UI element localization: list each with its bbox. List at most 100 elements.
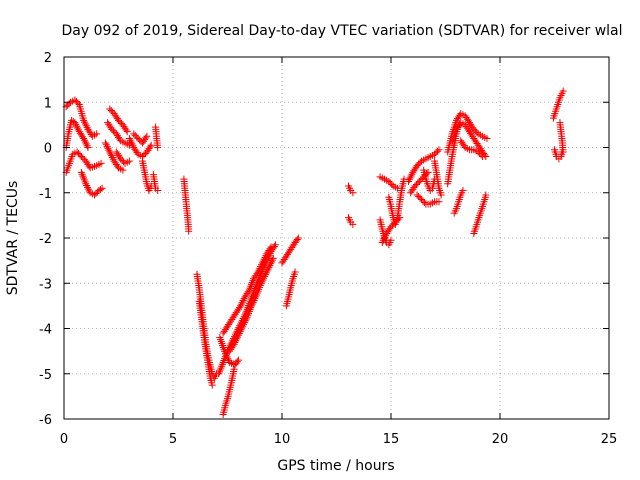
data-point: [419, 197, 427, 205]
data-point: [240, 320, 248, 328]
y-tick-label: 0: [44, 142, 52, 157]
y-tick-label: -4: [39, 323, 52, 338]
data-point: [130, 130, 138, 138]
data-point: [267, 243, 275, 251]
data-point: [268, 258, 276, 266]
data-point: [259, 276, 267, 284]
data-point: [267, 260, 275, 268]
data-point: [107, 150, 115, 158]
data-point: [74, 124, 82, 132]
data-point: [65, 100, 73, 108]
data-point: [435, 198, 443, 206]
data-point: [85, 187, 93, 195]
data-point: [241, 319, 249, 327]
x-axis-label: GPS time / hours: [277, 458, 394, 474]
data-point: [91, 191, 99, 199]
data-point: [125, 157, 133, 165]
data-point: [477, 151, 485, 159]
data-point: [234, 356, 242, 364]
data-points: [62, 87, 567, 418]
data-point: [80, 136, 88, 144]
data-point: [270, 242, 278, 250]
data-point: [258, 278, 266, 286]
data-point: [234, 333, 242, 341]
data-point: [118, 156, 126, 164]
data-point: [417, 176, 425, 184]
data-point: [74, 99, 82, 107]
data-point: [140, 151, 148, 159]
data-point: [235, 304, 243, 312]
data-point: [122, 126, 130, 134]
data-point: [258, 259, 266, 267]
data-point: [349, 189, 357, 197]
data-point: [73, 122, 81, 130]
data-point: [75, 150, 83, 158]
data-point: [98, 184, 106, 192]
data-point: [387, 236, 395, 244]
data-point: [258, 261, 266, 269]
data-point: [82, 122, 90, 130]
data-point: [256, 282, 264, 290]
data-point: [269, 254, 277, 262]
data-point: [129, 142, 137, 150]
data-point: [239, 296, 247, 304]
data-point: [97, 159, 105, 167]
y-tick-label: -1: [39, 187, 52, 202]
data-point: [291, 268, 299, 276]
data-point: [250, 296, 258, 304]
x-tick-label: 20: [492, 432, 509, 447]
data-point: [71, 119, 79, 127]
data-point: [271, 241, 279, 249]
data-point: [237, 300, 245, 308]
y-tick-label: -2: [39, 232, 52, 247]
data-point: [387, 223, 395, 231]
data-point: [237, 302, 245, 310]
data-point: [143, 132, 151, 140]
data-point: [404, 177, 412, 185]
data-point: [408, 170, 416, 178]
data-point: [418, 196, 426, 204]
data-point: [415, 160, 423, 168]
data-point: [483, 134, 491, 142]
data-point: [257, 280, 265, 288]
data-point: [84, 185, 92, 193]
data-point: [559, 87, 567, 95]
data-point: [101, 139, 109, 147]
data-point: [79, 133, 87, 141]
data-point: [262, 252, 270, 260]
data-point: [103, 143, 111, 151]
data-point: [133, 133, 141, 141]
data-point: [482, 191, 490, 199]
data-point: [232, 337, 240, 345]
data-point: [435, 146, 443, 154]
data-point: [474, 148, 482, 156]
data-point: [405, 176, 413, 184]
data-point: [185, 227, 193, 235]
data-point: [105, 146, 113, 154]
y-tick-label: 1: [44, 96, 52, 111]
data-point: [87, 130, 95, 138]
data-point: [82, 180, 90, 188]
data-point: [154, 144, 162, 151]
data-point: [382, 231, 390, 239]
data-point: [84, 183, 92, 191]
data-point: [242, 315, 250, 323]
data-point: [235, 329, 243, 337]
chart-title: Day 092 of 2019, Sidereal Day-to-day VTE…: [61, 23, 622, 39]
data-point: [244, 288, 252, 296]
data-point: [257, 263, 265, 271]
data-point: [104, 144, 112, 152]
data-point: [254, 268, 262, 276]
data-point: [418, 174, 426, 182]
data-point: [431, 150, 439, 158]
data-point: [256, 264, 264, 272]
data-point: [471, 127, 479, 135]
data-point: [81, 138, 89, 146]
x-tick-label: 5: [169, 432, 177, 447]
data-point: [407, 172, 415, 180]
data-point: [413, 191, 421, 199]
data-point: [349, 220, 357, 228]
data-point: [127, 138, 135, 146]
x-tick-label: 0: [60, 432, 68, 447]
